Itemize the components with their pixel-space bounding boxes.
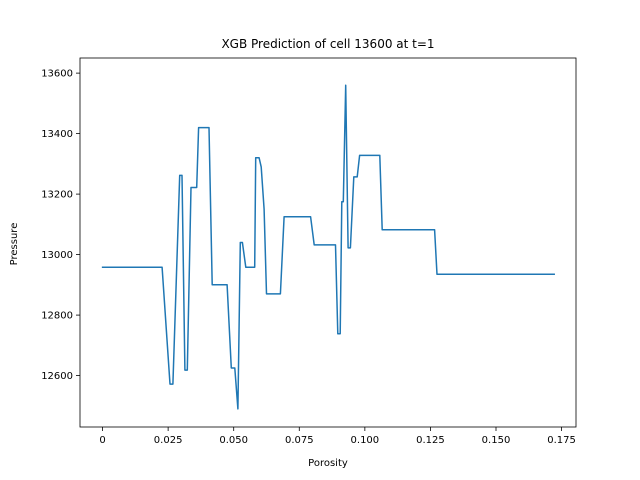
y-tick-label: 12800 bbox=[41, 311, 73, 322]
x-tick-label: 0.150 bbox=[482, 435, 511, 446]
plot-area bbox=[101, 84, 555, 410]
y-axis-label: Pressure bbox=[9, 223, 20, 266]
x-tick-label: 0.125 bbox=[416, 435, 445, 446]
y-axis-ticks: 12600 12800 13000 13200 13400 13600 bbox=[41, 69, 80, 382]
y-tick-label: 13200 bbox=[41, 190, 73, 201]
x-tick-label: 0.050 bbox=[219, 435, 248, 446]
y-tick-label: 12600 bbox=[41, 371, 73, 382]
x-tick-label: 0.075 bbox=[285, 435, 314, 446]
series-line bbox=[101, 84, 555, 410]
y-tick-label: 13000 bbox=[41, 250, 73, 261]
x-tick-label: 0.025 bbox=[154, 435, 183, 446]
x-tick-label: 0 bbox=[99, 435, 105, 446]
x-tick-label: 0.175 bbox=[547, 435, 576, 446]
y-tick-label: 13600 bbox=[41, 69, 73, 80]
y-tick-label: 13400 bbox=[41, 129, 73, 140]
x-axis-label: Porosity bbox=[308, 458, 348, 469]
x-tick-label: 0.100 bbox=[351, 435, 380, 446]
plot-frame bbox=[79, 57, 577, 428]
x-axis-ticks: 0 0.025 0.050 0.075 0.100 0.125 0.150 0.175 bbox=[99, 427, 576, 446]
chart-title: XGB Prediction of cell 13600 at t=1 bbox=[221, 37, 434, 51]
